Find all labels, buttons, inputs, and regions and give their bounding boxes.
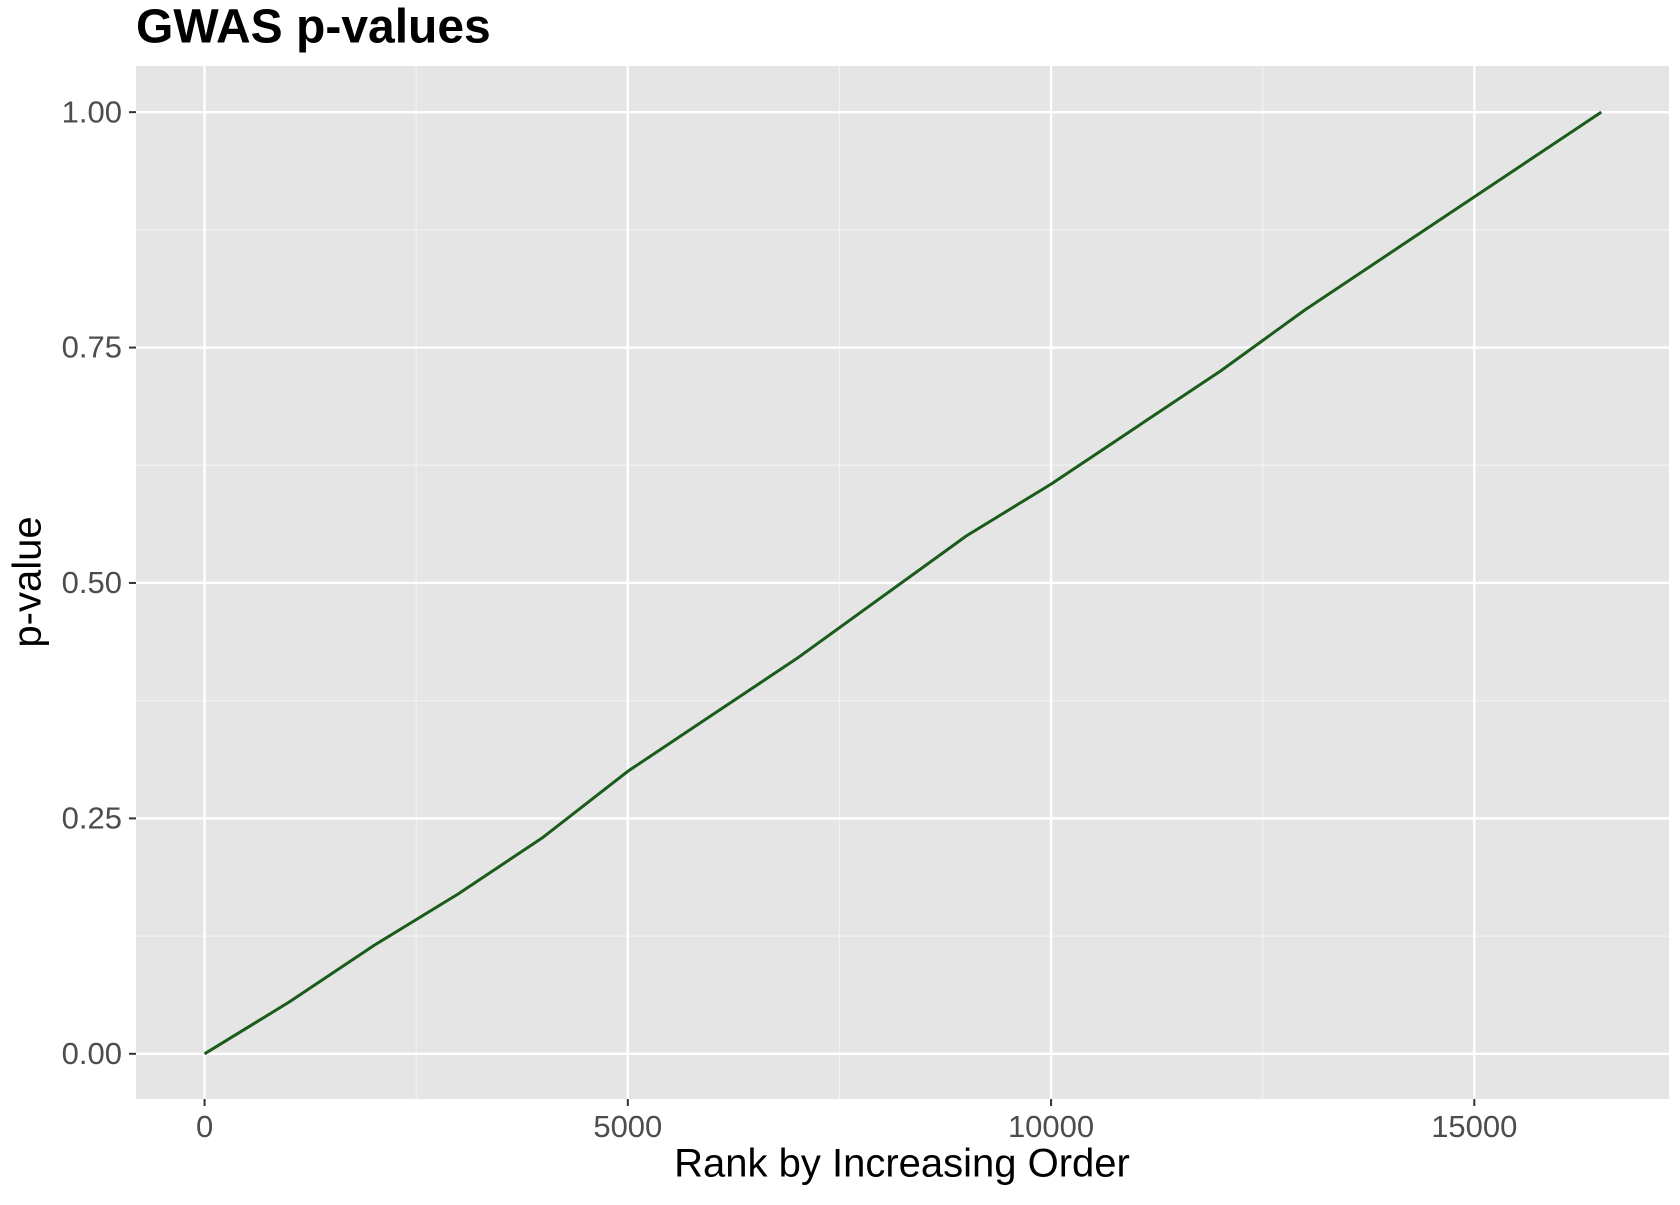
y-tick-label: 0.75 xyxy=(62,330,122,365)
x-axis-label: Rank by Increasing Order xyxy=(674,1142,1130,1186)
data-line xyxy=(203,110,1603,1056)
x-tick-label: 5000 xyxy=(593,1109,662,1144)
y-tick-label: 0.50 xyxy=(62,565,122,600)
x-tick-label: 15000 xyxy=(1431,1109,1517,1144)
y-tick-label: 0.25 xyxy=(62,801,122,836)
x-tick-label: 0 xyxy=(196,1109,213,1144)
chart-title: GWAS p-values xyxy=(136,1,491,54)
y-tick-label: 1.00 xyxy=(62,94,122,129)
y-axis-label: p-value xyxy=(6,516,50,647)
y-tick-label: 0.00 xyxy=(62,1036,122,1071)
x-tick-label: 10000 xyxy=(1008,1109,1094,1144)
